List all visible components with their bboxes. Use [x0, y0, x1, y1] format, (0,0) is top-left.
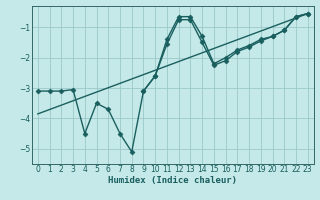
X-axis label: Humidex (Indice chaleur): Humidex (Indice chaleur): [108, 176, 237, 185]
